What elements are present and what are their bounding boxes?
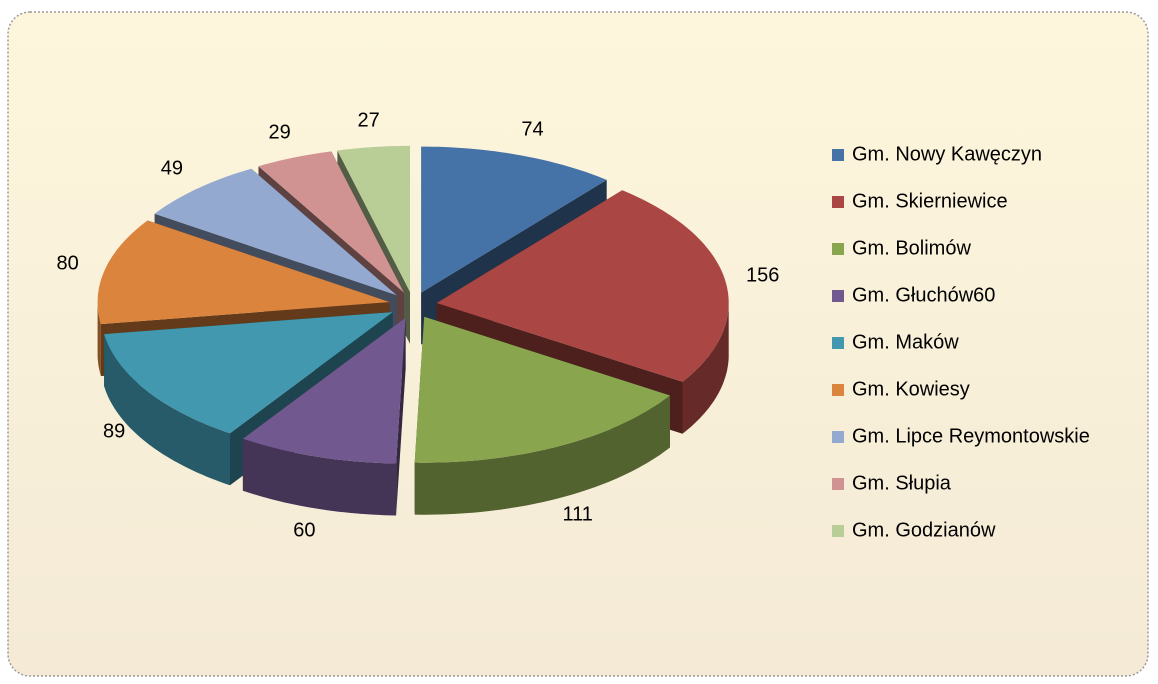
slice (337, 145, 410, 292)
legend-swatch (832, 149, 844, 161)
data-label: 60 (293, 519, 315, 541)
slice (154, 168, 397, 296)
slice (104, 312, 393, 434)
legend-swatch (832, 525, 844, 537)
slice-wall (682, 303, 729, 434)
data-label: 49 (161, 157, 183, 179)
legend-label: Gm. Godzianów (852, 519, 996, 541)
data-label: 80 (57, 253, 79, 275)
legend-label: Gm. Bolimów (852, 237, 971, 259)
legend-label: Gm. Głuchów60 (852, 284, 995, 306)
data-label: 111 (563, 503, 593, 525)
legend-label: Gm. Słupia (852, 472, 952, 494)
slice (421, 146, 607, 293)
data-label: 74 (521, 119, 543, 141)
slice (97, 220, 390, 325)
legend-swatch (832, 431, 844, 443)
slice (414, 316, 670, 463)
legend-swatch (832, 337, 844, 349)
legend-swatch (832, 290, 844, 302)
pie: 74 156 111 60 89 80 49 29 27 (57, 109, 780, 541)
slice-wall (242, 438, 397, 516)
data-label: 29 (269, 121, 291, 143)
legend-swatch (832, 384, 844, 396)
slice-wall (104, 334, 230, 486)
legend: Gm. Nowy Kawęczyn Gm. Skierniewice Gm. Bol… (832, 143, 1090, 541)
slice-wall (97, 302, 101, 377)
legend-swatch (832, 196, 844, 208)
legend-swatch (832, 243, 844, 255)
data-label: 156 (746, 264, 779, 286)
legend-label: Gm. Kowiesy (852, 378, 970, 400)
data-label: 27 (358, 109, 380, 131)
slice-wall (414, 395, 670, 515)
legend-label: Gm. Maków (852, 331, 959, 353)
legend-label: Gm. Skierniewice (852, 190, 1008, 212)
legend-swatch (832, 478, 844, 490)
slice (242, 317, 406, 464)
legend-label: Gm. Nowy Kawęczyn (852, 143, 1042, 165)
legend-label: Gm. Lipce Reymontowskie (852, 425, 1090, 447)
slice (258, 151, 404, 293)
data-label: 89 (103, 421, 125, 443)
slice (436, 190, 729, 382)
